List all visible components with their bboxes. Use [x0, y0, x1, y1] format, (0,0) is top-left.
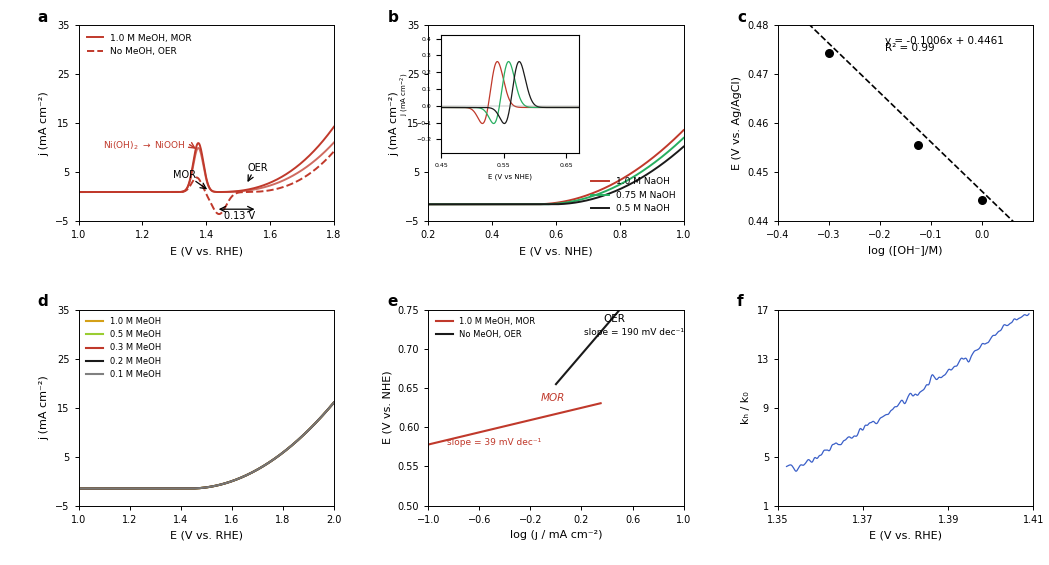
Text: c: c [737, 10, 746, 24]
Text: e: e [387, 294, 398, 308]
Text: slope = 39 mV dec⁻¹: slope = 39 mV dec⁻¹ [448, 437, 541, 446]
Point [911, 140, 927, 149]
Y-axis label: j (mA cm⁻²): j (mA cm⁻²) [40, 91, 49, 156]
Text: f: f [737, 294, 744, 308]
Y-axis label: E (V vs. NHE): E (V vs. NHE) [382, 371, 392, 445]
Text: MOR: MOR [173, 170, 196, 180]
Text: b: b [387, 10, 399, 24]
Legend: 1.0 M MeOH, MOR, No MeOH, OER: 1.0 M MeOH, MOR, No MeOH, OER [83, 30, 195, 60]
Y-axis label: j (mA cm⁻²): j (mA cm⁻²) [389, 91, 400, 156]
Text: MOR: MOR [540, 393, 565, 403]
Text: slope = 190 mV dec⁻¹: slope = 190 mV dec⁻¹ [584, 328, 684, 337]
X-axis label: E (V vs. NHE): E (V vs. NHE) [519, 246, 593, 256]
Point [820, 49, 837, 58]
X-axis label: E (V vs. RHE): E (V vs. RHE) [170, 246, 242, 256]
Legend: 1.0 M MeOH, 0.5 M MeOH, 0.3 M MeOH, 0.2 M MeOH, 0.1 M MeOH: 1.0 M MeOH, 0.5 M MeOH, 0.3 M MeOH, 0.2 … [83, 314, 164, 382]
Legend: 1.0 M MeOH, MOR, No MeOH, OER: 1.0 M MeOH, MOR, No MeOH, OER [432, 314, 538, 342]
Point [973, 196, 990, 205]
Text: d: d [38, 294, 48, 308]
X-axis label: E (V vs. RHE): E (V vs. RHE) [870, 531, 942, 540]
Text: Ni(OH)$_2$ $\rightarrow$ NiOOH: Ni(OH)$_2$ $\rightarrow$ NiOOH [103, 140, 185, 153]
Text: OER: OER [248, 163, 267, 173]
Y-axis label: kₕ / k₀: kₕ / k₀ [741, 392, 751, 424]
X-axis label: E (V vs. RHE): E (V vs. RHE) [170, 531, 242, 540]
X-axis label: log ([OH⁻]/M): log ([OH⁻]/M) [869, 246, 943, 256]
Text: R² = 0.99: R² = 0.99 [885, 43, 935, 53]
Text: y = -0.1006x + 0.4461: y = -0.1006x + 0.4461 [885, 36, 1004, 46]
Y-axis label: E (V vs. Ag/AgCl): E (V vs. Ag/AgCl) [732, 76, 742, 171]
X-axis label: log (ȷ / mA cm⁻²): log (ȷ / mA cm⁻²) [510, 531, 602, 540]
Text: a: a [38, 10, 48, 24]
Text: OER: OER [603, 314, 625, 324]
Legend: 1.0 M NaOH, 0.75 M NaOH, 0.5 M NaOH: 1.0 M NaOH, 0.75 M NaOH, 0.5 M NaOH [587, 173, 679, 217]
Y-axis label: j (mA cm⁻²): j (mA cm⁻²) [40, 375, 49, 440]
Text: 0.13 V: 0.13 V [223, 211, 255, 221]
